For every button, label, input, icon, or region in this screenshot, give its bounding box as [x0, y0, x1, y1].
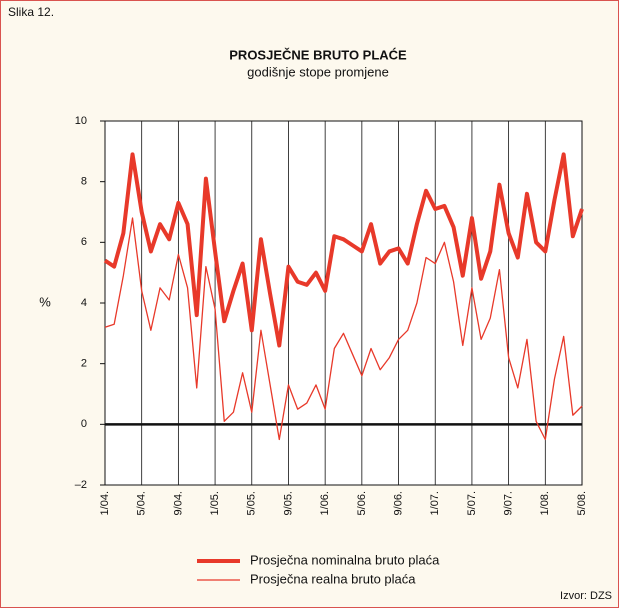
figure-label: Slika 12.: [8, 5, 54, 19]
x-tick-label: 9/07.: [503, 491, 515, 515]
y-tick-label: 0: [81, 418, 87, 430]
y-tick-label: –2: [75, 479, 87, 491]
x-tick-label: 1/06.: [319, 491, 331, 515]
y-tick-label: 10: [75, 115, 87, 127]
legend-label: Prosječna realna bruto plaća: [250, 571, 416, 586]
chart-title: PROSJEČNE BRUTO PLAĆE: [229, 47, 407, 62]
chart-subtitle: godišnje stope promjene: [247, 64, 389, 79]
x-tick-label: 1/07.: [429, 491, 441, 515]
x-tick-label: 1/05.: [209, 491, 221, 515]
series-line: [104, 217, 583, 441]
x-tick-label: 9/06.: [392, 491, 404, 515]
source: Izvor: DZS: [560, 590, 612, 602]
plot-area: [104, 120, 583, 486]
x-tick-label: 1/04.: [99, 491, 111, 515]
x-tick-label: 5/05.: [246, 491, 258, 515]
y-tick-label: 4: [81, 297, 87, 309]
y-axis-label: %: [39, 294, 51, 309]
x-tick-label: 5/04.: [136, 491, 148, 515]
x-tick-label: 1/08.: [539, 491, 551, 515]
x-tick-label: 5/07.: [466, 491, 478, 515]
y-tick-label: 6: [81, 236, 87, 248]
y-tick-label: 2: [81, 358, 87, 370]
series-line: [103, 152, 584, 348]
x-tick-label: 5/08.: [576, 491, 588, 515]
x-tick-label: 5/06.: [356, 491, 368, 515]
x-tick-label: 9/04.: [172, 491, 184, 515]
legend-label: Prosječna nominalna bruto plaća: [250, 552, 440, 567]
x-tick-label: 9/05.: [282, 491, 294, 515]
y-tick-label: 8: [81, 176, 87, 188]
